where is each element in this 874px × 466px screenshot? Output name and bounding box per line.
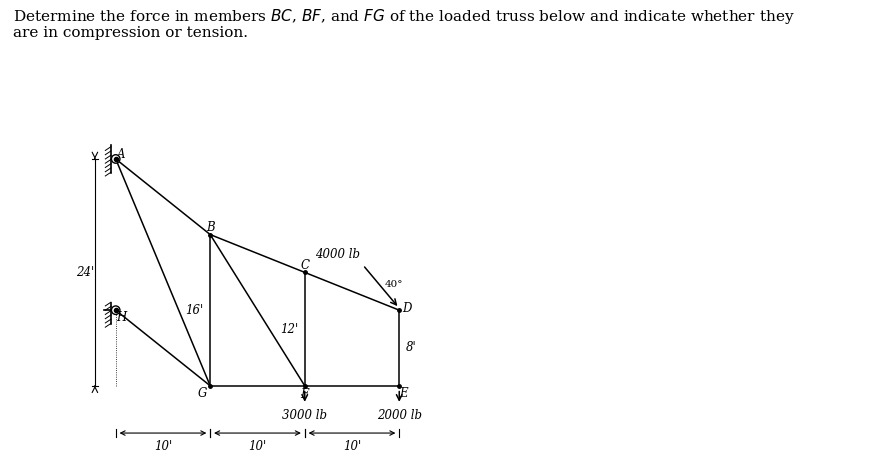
Text: 10': 10': [154, 439, 172, 452]
Text: 3000 lb: 3000 lb: [282, 410, 327, 422]
Text: 10': 10': [343, 439, 361, 452]
Text: H: H: [116, 311, 127, 324]
Text: C: C: [301, 259, 309, 272]
Text: 10': 10': [248, 439, 267, 452]
Text: 24': 24': [76, 266, 94, 279]
Text: D: D: [402, 302, 412, 315]
Text: 4000 lb: 4000 lb: [315, 248, 360, 261]
Text: F: F: [301, 388, 309, 401]
Text: 40°: 40°: [385, 280, 404, 289]
Text: Determine the force in members $\it{BC}$, $\it{BF}$, and $\it{FG}$ of the loaded: Determine the force in members $\it{BC}$…: [13, 7, 794, 26]
Text: 16': 16': [185, 304, 204, 317]
Text: 2000 lb: 2000 lb: [377, 410, 422, 422]
Text: G: G: [198, 387, 207, 400]
Text: B: B: [206, 221, 214, 234]
Text: 12': 12': [280, 322, 298, 336]
Text: A: A: [117, 148, 126, 161]
Text: E: E: [399, 387, 408, 400]
Text: are in compression or tension.: are in compression or tension.: [13, 26, 248, 40]
Text: 8': 8': [406, 342, 417, 355]
Circle shape: [112, 155, 120, 163]
Circle shape: [112, 306, 120, 315]
